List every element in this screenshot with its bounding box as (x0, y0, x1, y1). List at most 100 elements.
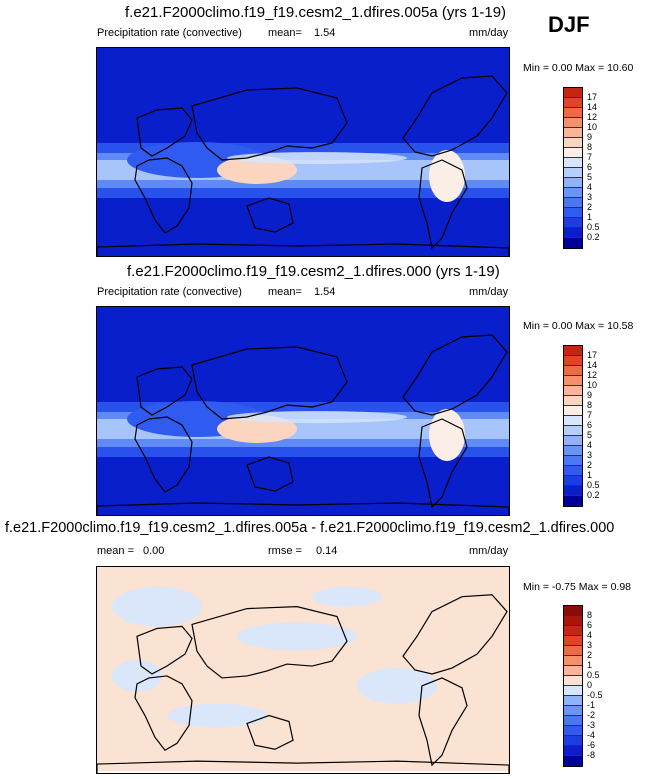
colorbar-swatch (564, 128, 582, 138)
panel2-title: f.e21.F2000climo.f19_f19.cesm2_1.dfires.… (127, 263, 500, 280)
panel1-mean-label: mean= (268, 27, 302, 39)
panel3-rmse-label: rmse = (268, 545, 302, 557)
colorbar-tick-label: 6 (587, 162, 593, 172)
coastline (134, 675, 193, 751)
coastline (418, 418, 468, 509)
colorbar-swatch (564, 636, 582, 646)
colorbar-swatch (564, 356, 582, 366)
colorbar-swatch (564, 108, 582, 118)
colorbar-tick-label: 5 (587, 430, 593, 440)
panel3-mean-label: mean = (97, 545, 134, 557)
colorbar-tick-label: 6 (587, 420, 593, 430)
colorbar-swatch (564, 666, 582, 676)
colorbar-tick-label: 4 (587, 630, 593, 640)
field-maximum (429, 409, 465, 461)
colorbar-tick-label: 0 (587, 680, 593, 690)
colorbar-tick-label: 7 (587, 410, 593, 420)
panel2-min-value: 0.00 (551, 320, 573, 332)
panel3-map (96, 566, 510, 774)
colorbar-swatch (564, 376, 582, 386)
colorbar-tick-label: 14 (587, 360, 598, 370)
coastline (402, 594, 508, 675)
colorbar-swatch (564, 736, 582, 746)
colorbar-tick-label: 0.2 (587, 232, 600, 242)
colorbar-swatch (564, 178, 582, 188)
coastline (134, 416, 193, 493)
colorbar-tick-label: 4 (587, 440, 593, 450)
colorbar-swatch (564, 158, 582, 168)
colorbar-swatch (564, 238, 582, 248)
coastline (191, 87, 348, 161)
panel3-max-label: Max = (578, 581, 608, 593)
field-band (227, 152, 407, 164)
colorbar-swatch (564, 148, 582, 158)
colorbar-swatch (564, 496, 582, 506)
field-patch (237, 622, 357, 651)
colorbar-swatch (564, 676, 582, 686)
coastline (191, 606, 348, 679)
panel2-colorbar (563, 345, 583, 507)
colorbar-tick-label: 17 (587, 92, 598, 102)
colorbar-swatch (564, 118, 582, 128)
colorbar-tick-label: 1 (587, 660, 593, 670)
colorbar-tick-label: 0.5 (587, 222, 600, 232)
coastline (246, 714, 294, 750)
coastline (191, 346, 348, 420)
colorbar-tick-label: 10 (587, 380, 598, 390)
panel2-max-label: Max = (575, 320, 605, 332)
panel3-colorbar (563, 605, 583, 767)
field-patch (112, 660, 162, 692)
colorbar-tick-label: 10 (587, 122, 598, 132)
colorbar-tick-label: 12 (587, 112, 598, 122)
colorbar-swatch (564, 756, 582, 766)
coastline (134, 157, 193, 234)
coastline (418, 677, 468, 767)
colorbar-swatch (564, 626, 582, 636)
colorbar-swatch (564, 706, 582, 716)
colorbar-tick-label: 7 (587, 152, 593, 162)
panel1-variable: Precipitation rate (convective) (97, 27, 242, 39)
panel3-title: f.e21.F2000climo.f19_f19.cesm2_1.dfires.… (5, 520, 615, 536)
colorbar-swatch (564, 366, 582, 376)
colorbar-swatch (564, 228, 582, 238)
colorbar-tick-label: 4 (587, 182, 593, 192)
field-patch (167, 703, 267, 728)
panel1-max-value: 10.60 (607, 62, 634, 74)
colorbar-tick-label: 8 (587, 400, 593, 410)
colorbar-swatch (564, 88, 582, 98)
panel2-map (96, 306, 510, 516)
colorbar-swatch (564, 466, 582, 476)
colorbar-swatch (564, 138, 582, 148)
colorbar-swatch (564, 646, 582, 656)
colorbar-swatch (564, 198, 582, 208)
colorbar-swatch (564, 436, 582, 446)
colorbar-tick-label: -1 (587, 700, 596, 710)
panel1-minmax: Min = 0.00 Max = 10.60 (523, 62, 633, 74)
panel3-rmse-value: 0.14 (316, 545, 338, 557)
colorbar-swatch (564, 208, 582, 218)
colorbar-swatch (564, 726, 582, 736)
panel1-mean-value: 1.54 (314, 27, 336, 39)
colorbar-tick-label: 8 (587, 142, 593, 152)
colorbar-tick-label: 2 (587, 202, 593, 212)
panel2-units: mm/day (469, 286, 509, 298)
coastline (402, 75, 508, 157)
coastline (97, 760, 509, 773)
colorbar-tick-label: 2 (587, 460, 593, 470)
field-patch (357, 668, 437, 704)
colorbar-tick-label: 1 (587, 212, 593, 222)
panel1-max-label: Max = (575, 62, 605, 74)
field-band (227, 411, 407, 423)
colorbar-tick-label: 0.5 (587, 670, 600, 680)
season-label: DJF (548, 12, 590, 37)
coastline (136, 366, 193, 416)
colorbar-swatch (564, 386, 582, 396)
colorbar-tick-label: -6 (587, 740, 596, 750)
panel3-min-label: Min = (523, 581, 549, 593)
colorbar-tick-label: 3 (587, 192, 593, 202)
colorbar-tick-label: 1 (587, 470, 593, 480)
panel1-map (96, 47, 510, 257)
colorbar-tick-label: 17 (587, 350, 598, 360)
field-maximum (429, 150, 465, 202)
colorbar-tick-label: 9 (587, 390, 593, 400)
